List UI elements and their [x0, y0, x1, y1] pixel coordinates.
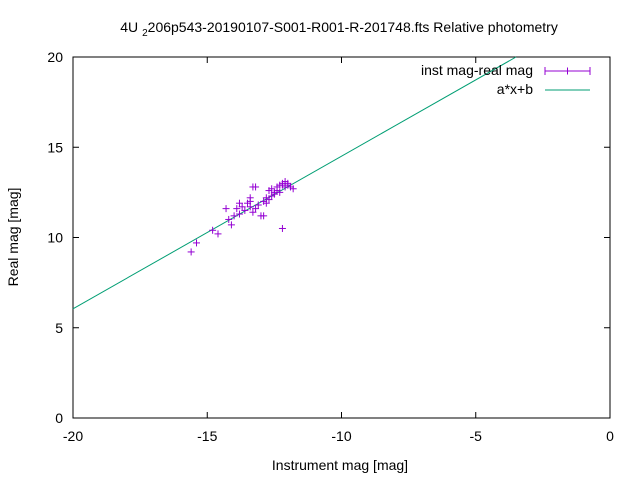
data-point — [222, 205, 230, 213]
data-point — [241, 206, 249, 214]
fit-line — [72, 56, 517, 310]
data-point — [254, 201, 262, 209]
chart-title-subscript: 2 — [142, 28, 148, 39]
data-point — [187, 248, 195, 256]
chart-title-rest: 206p543-20190107-S001-R001-R-201748.fts … — [148, 19, 558, 35]
y-tick-label: 15 — [47, 139, 63, 155]
legend-sample-points — [544, 67, 591, 75]
data-point — [270, 190, 278, 198]
chart-title-prefix: 4U — [120, 19, 138, 35]
x-tick-label: -20 — [63, 428, 83, 444]
legend-label-fit: a*x+b — [497, 81, 533, 97]
data-point — [284, 181, 292, 189]
x-axis-label: Instrument mag [mag] — [272, 457, 408, 473]
data-point — [252, 183, 260, 191]
data-point — [265, 196, 273, 204]
chart-title: 4U 2206p543-20190107-S001-R001-R-201748.f… — [120, 19, 558, 39]
y-tick-label: 20 — [47, 49, 63, 65]
x-tick-label: -10 — [331, 428, 351, 444]
data-point — [227, 221, 235, 229]
data-point — [235, 210, 243, 218]
data-point — [235, 199, 243, 207]
y-tick-label: 5 — [55, 320, 63, 336]
x-tick-label: 0 — [606, 428, 614, 444]
data-point — [193, 239, 201, 247]
data-point — [276, 188, 284, 196]
data-point — [225, 215, 233, 223]
data-point — [249, 208, 257, 216]
data-point — [233, 205, 241, 213]
data-point — [230, 212, 238, 220]
y-tick-label: 0 — [55, 410, 63, 426]
data-point — [289, 185, 297, 193]
legend: inst mag-real mag a*x+b — [421, 62, 591, 97]
y-axis-label: Real mag [mag] — [5, 188, 21, 287]
data-point — [252, 205, 260, 213]
y-tick-label: 10 — [47, 230, 63, 246]
data-point — [278, 224, 286, 232]
legend-label-points: inst mag-real mag — [421, 62, 533, 78]
data-point — [260, 212, 268, 220]
data-point — [262, 199, 270, 207]
x-tick-label: -15 — [197, 428, 217, 444]
data-point — [246, 203, 254, 211]
data-point — [268, 185, 276, 193]
data-point — [214, 230, 222, 238]
data-point — [209, 226, 217, 234]
data-point — [238, 203, 246, 211]
plot-frame — [72, 56, 611, 419]
x-tick-label: -5 — [470, 428, 483, 444]
